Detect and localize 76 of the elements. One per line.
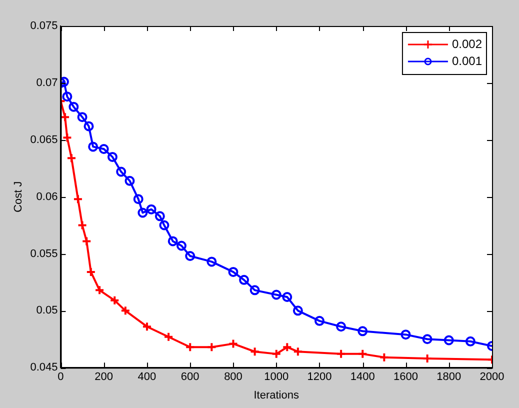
y-tick-label: 0.045 [30,362,58,374]
x-tick-label: 1200 [307,371,332,384]
x-tick-label: 1000 [264,371,289,384]
point [84,121,94,132]
point [444,335,454,346]
y-tick-label: 0.05 [36,304,58,317]
point [228,266,238,277]
point [60,112,70,122]
y-tick-label: 0.065 [30,134,58,146]
x-tick-label: 1400 [350,371,375,384]
point [116,166,126,177]
point [62,92,72,102]
point [168,236,178,246]
point [142,322,152,332]
point [124,176,135,186]
point [62,132,72,143]
point [400,330,411,340]
point [88,142,98,152]
point [138,208,148,218]
point [282,292,292,302]
point [292,346,303,357]
point [336,348,346,359]
point [185,342,196,352]
point [185,251,196,262]
y-tick-label: 0.055 [30,248,58,260]
point [206,256,217,267]
point [358,348,368,359]
x-tick-label: 200 [94,371,114,384]
point [164,332,174,342]
point [110,295,120,306]
point [422,334,432,344]
x-tick-label: 600 [180,371,200,384]
y-axis-title: Cost J [12,181,25,212]
point [82,236,92,246]
point [159,220,170,230]
x-tick-label: 2000 [480,371,504,384]
point [271,290,282,300]
x-tick-label: 1600 [394,371,418,384]
point [379,352,390,362]
point [228,338,238,349]
point [239,274,250,285]
x-tick-label: 400 [138,371,156,384]
point [154,211,165,222]
x-tick-label: 0 [58,371,64,384]
point [66,153,77,164]
point [358,326,368,336]
x-axis-title: Iterations [254,389,300,402]
point [206,342,217,352]
x-tick-label: 800 [224,371,242,384]
point [98,144,109,154]
point [86,266,96,277]
point [292,306,303,316]
point [77,112,88,122]
point [120,306,130,316]
point [465,336,476,346]
point [68,102,79,112]
point [422,353,432,364]
point [94,285,105,296]
point [77,220,88,230]
point [271,348,282,359]
point [133,194,144,204]
point [250,285,260,296]
y-tick-label: 0.07 [36,76,58,89]
point [314,316,324,326]
point [250,346,260,357]
point [107,152,118,162]
point [336,322,346,332]
legend-label: 0.002 [452,36,482,51]
point [176,240,186,251]
x-tick-label: 1800 [436,371,462,384]
legend-label: 0.001 [452,54,482,68]
y-tick-label: 0.06 [36,190,58,203]
point [282,342,292,352]
y-tick-label: 0.075 [30,20,58,32]
point [146,204,156,214]
point [72,194,83,204]
